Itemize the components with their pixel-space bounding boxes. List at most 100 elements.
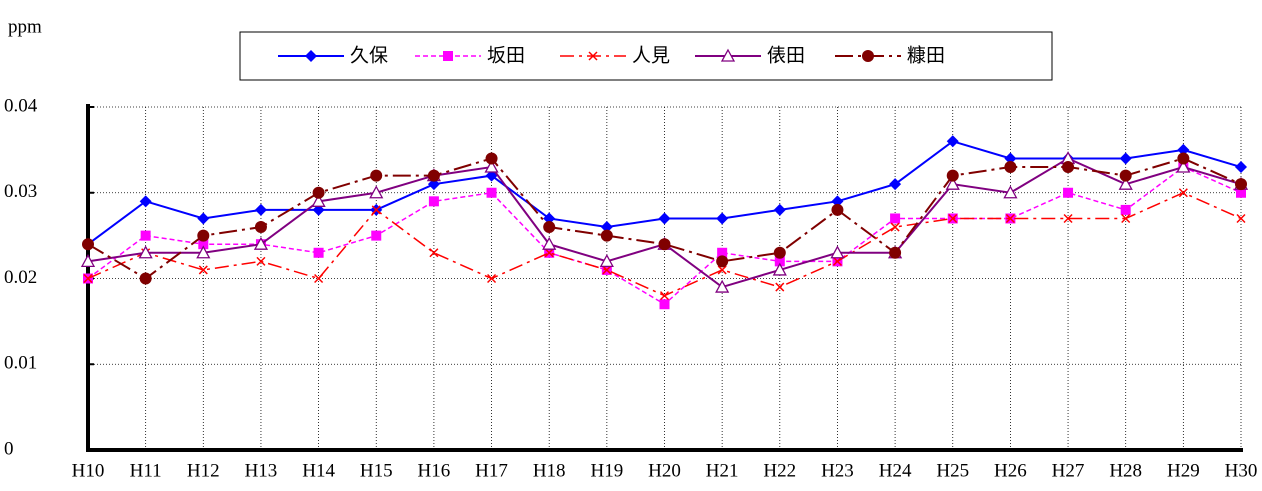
x-tick-label: H11 <box>130 460 162 481</box>
marker <box>1177 143 1190 156</box>
legend-marker <box>720 48 736 62</box>
x-tick-label: H27 <box>1052 460 1085 481</box>
marker <box>484 159 499 173</box>
marker <box>831 203 844 216</box>
legend-label: 俵田 <box>767 44 805 66</box>
marker <box>487 273 497 284</box>
marker <box>889 246 902 259</box>
marker <box>715 279 730 293</box>
marker <box>139 272 152 285</box>
marker <box>1120 204 1131 215</box>
marker <box>312 186 325 199</box>
x-tick-label: H15 <box>360 460 393 481</box>
x-tick-label: H28 <box>1109 460 1142 481</box>
marker <box>658 212 671 225</box>
legend-label: 人見 <box>632 44 670 66</box>
marker <box>600 229 613 242</box>
marker <box>659 291 670 301</box>
marker <box>1003 185 1018 199</box>
marker <box>773 203 786 216</box>
legend-label: 坂田 <box>487 44 525 66</box>
x-tick-label: H22 <box>763 460 796 481</box>
legend-label: 糠田 <box>907 43 945 66</box>
y-tick-label: 0.01 <box>4 353 37 374</box>
marker <box>254 203 267 216</box>
legend-marker <box>588 51 598 61</box>
x-tick-label: H10 <box>72 460 105 481</box>
x-tick-label: H13 <box>245 460 278 481</box>
x-tick-label: H26 <box>994 460 1027 481</box>
marker <box>948 213 958 224</box>
x-tick-label: H30 <box>1225 460 1258 481</box>
marker <box>775 282 785 292</box>
marker <box>1235 161 1247 174</box>
marker <box>1236 187 1246 198</box>
marker <box>314 273 324 284</box>
marker <box>254 221 267 234</box>
marker <box>1121 213 1131 224</box>
marker <box>371 205 381 215</box>
marker <box>1063 187 1074 198</box>
marker <box>599 253 614 267</box>
marker <box>543 221 556 234</box>
legend-marker <box>862 50 874 62</box>
marker <box>198 239 209 250</box>
marker <box>889 178 902 191</box>
marker <box>485 152 498 165</box>
x-tick-label: H12 <box>187 460 220 481</box>
marker <box>717 265 727 275</box>
marker <box>311 193 326 207</box>
marker <box>1005 213 1015 224</box>
x-tick-label: H29 <box>1167 460 1200 481</box>
x-tick-label: H16 <box>418 460 451 481</box>
marker <box>945 176 960 190</box>
x-tick-label: H18 <box>533 460 566 481</box>
marker <box>1004 161 1017 174</box>
marker <box>716 255 729 268</box>
marker <box>139 195 152 208</box>
marker <box>832 256 842 266</box>
marker <box>1119 152 1132 165</box>
series-line <box>87 157 1242 280</box>
marker <box>542 236 557 250</box>
marker <box>197 229 210 242</box>
marker <box>602 265 612 275</box>
legend-box <box>239 31 1053 81</box>
marker <box>1236 213 1246 224</box>
marker <box>1178 188 1188 198</box>
marker <box>83 273 93 284</box>
marker <box>197 212 210 225</box>
x-tick-label: H19 <box>590 460 623 481</box>
marker <box>946 169 959 182</box>
x-tick-label: H14 <box>302 460 335 481</box>
marker <box>658 238 671 251</box>
marker <box>313 247 324 258</box>
y-tick-label: 0.03 <box>4 181 37 202</box>
marker <box>253 236 269 250</box>
y-tick-label: 0.04 <box>4 95 38 116</box>
marker <box>198 265 208 275</box>
x-tick-label: H17 <box>475 460 508 481</box>
marker <box>140 230 151 241</box>
marker <box>830 245 845 259</box>
marker <box>716 212 729 225</box>
marker <box>831 195 844 208</box>
legend-marker <box>305 50 317 62</box>
marker <box>428 196 439 207</box>
marker <box>946 135 959 148</box>
marker <box>196 245 211 259</box>
marker <box>138 245 153 259</box>
y-tick-label: 0 <box>4 438 14 459</box>
marker <box>369 185 384 199</box>
marker <box>82 238 94 251</box>
series-line <box>87 166 1242 306</box>
marker <box>1004 152 1017 165</box>
marker <box>427 169 440 182</box>
marker <box>1176 159 1191 173</box>
marker <box>600 221 613 234</box>
marker <box>256 256 266 266</box>
marker <box>1235 178 1247 191</box>
y-axis-label: ppm <box>8 16 42 37</box>
marker <box>1063 213 1073 224</box>
